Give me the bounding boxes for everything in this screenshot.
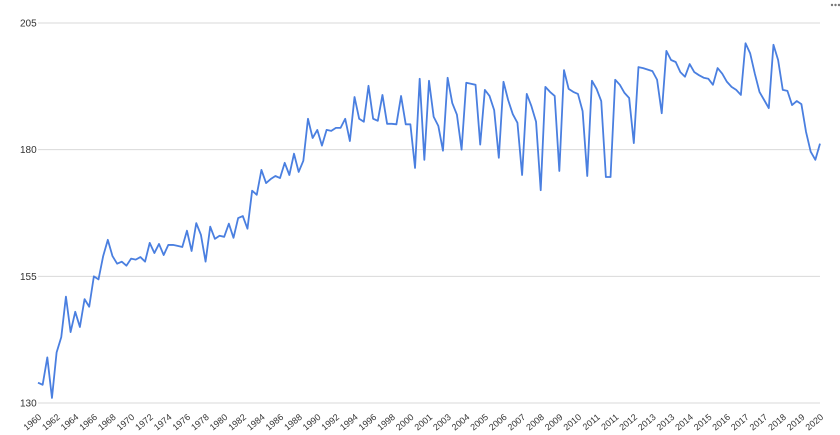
x-tick-label: 1984 <box>245 412 267 433</box>
x-tick-label: 2012 <box>617 412 639 433</box>
x-tick-label: 2016 <box>710 412 732 433</box>
x-tick-label: 1966 <box>77 412 99 433</box>
x-tick-label: 1998 <box>375 412 397 433</box>
x-tick-label: 1990 <box>301 412 323 433</box>
y-tick-label: 180 <box>20 145 37 156</box>
x-tick-label: 2011 <box>581 412 602 432</box>
data-line <box>37 42 821 399</box>
x-tick-label: 2011 <box>599 412 620 432</box>
x-tick-label: 2009 <box>543 412 565 433</box>
y-tick-label: 205 <box>20 19 37 30</box>
x-tick-label: 1962 <box>40 412 62 433</box>
menu-icon[interactable] <box>830 3 840 7</box>
x-tick-label: 1968 <box>96 412 118 433</box>
x-tick-label: 1986 <box>264 412 286 433</box>
x-tick-label: 2017 <box>748 412 770 433</box>
x-tick-label: 1964 <box>59 412 81 433</box>
x-tick-label: 2008 <box>524 412 546 433</box>
x-tick-label: 2013 <box>636 412 658 433</box>
x-tick-label: 1970 <box>115 412 137 433</box>
x-tick-label: 2013 <box>655 412 677 433</box>
menu-dot[interactable] <box>830 3 834 7</box>
x-tick-label: 2020 <box>804 412 826 433</box>
x-tick-label: 1960 <box>22 412 44 433</box>
x-tick-label: 1972 <box>133 412 155 433</box>
x-tick-label: 1992 <box>319 412 341 433</box>
x-tick-label: 1974 <box>152 412 174 433</box>
menu-dot[interactable] <box>834 3 837 7</box>
x-tick-label: 1980 <box>208 412 230 433</box>
x-tick-label: 1976 <box>170 412 192 433</box>
x-tick-label: 1996 <box>357 412 379 433</box>
x-tick-label: 2019 <box>785 412 807 433</box>
x-tick-label: 2000 <box>394 412 416 433</box>
y-tick-label: 155 <box>20 272 37 283</box>
x-tick-label: 2015 <box>692 412 714 433</box>
x-tick-label: 2004 <box>450 412 472 433</box>
x-tick-label: 2001 <box>413 412 435 433</box>
x-tick-label: 2010 <box>561 412 583 433</box>
x-tick-label: 1978 <box>189 412 211 433</box>
menu-dot[interactable] <box>837 3 840 7</box>
x-tick-label: 1982 <box>226 412 248 433</box>
x-tick-label: 2014 <box>673 412 695 433</box>
x-tick-label: 2017 <box>729 412 751 433</box>
x-tick-label: 2003 <box>431 412 453 433</box>
x-tick-label: 1988 <box>282 412 304 433</box>
x-tick-label: 2006 <box>487 412 509 433</box>
x-tick-label: 2005 <box>468 412 490 433</box>
x-tick-label: 1994 <box>338 412 360 433</box>
x-tick-label: 2018 <box>766 412 788 433</box>
y-tick-label: 130 <box>20 399 37 410</box>
x-tick-label: 2007 <box>506 412 528 433</box>
